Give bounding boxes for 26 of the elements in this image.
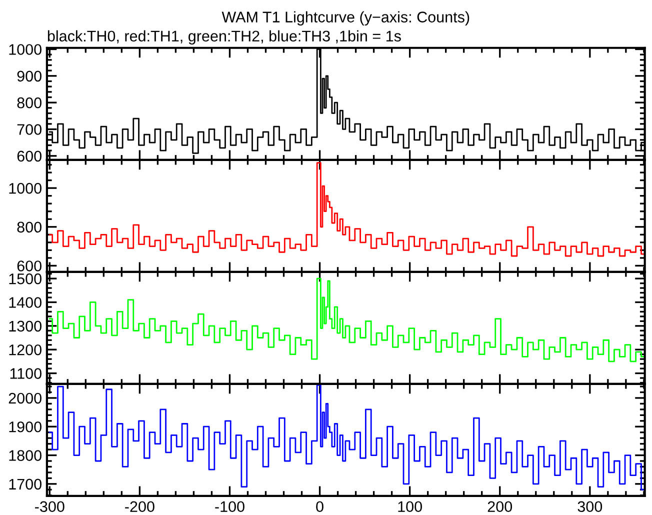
x-tick-label: 100 bbox=[398, 501, 422, 512]
chart-title: WAM T1 Lightcurve (y−axis: Counts) bbox=[222, 11, 470, 26]
x-tick-label: -200 bbox=[125, 501, 154, 512]
y-tick-label: 600 bbox=[17, 260, 42, 272]
y-tick-label: 1900 bbox=[9, 421, 42, 432]
y-tick-label: 1800 bbox=[9, 450, 42, 461]
y-tick-label: 1500 bbox=[9, 273, 42, 284]
y-tick-label: 800 bbox=[17, 97, 42, 108]
x-tick-label: -100 bbox=[215, 501, 244, 512]
x-tick-label: -300 bbox=[35, 501, 64, 512]
y-tick-label: 1000 bbox=[9, 44, 42, 55]
y-tick-label: 900 bbox=[17, 70, 42, 82]
x-tick-label: 300 bbox=[578, 501, 602, 512]
x-tick-label: 0 bbox=[316, 501, 324, 512]
x-tick-label: 200 bbox=[488, 501, 512, 512]
y-tick-label: 600 bbox=[17, 150, 42, 162]
y-tick-label: 1300 bbox=[9, 320, 42, 332]
y-tick-label: 1100 bbox=[10, 368, 42, 379]
y-tick-label: 700 bbox=[17, 124, 42, 135]
y-tick-label: 2000 bbox=[8, 392, 42, 404]
y-tick-label: 1200 bbox=[9, 344, 42, 356]
y-tick-label: 1000 bbox=[9, 182, 42, 194]
y-tick-label: 1400 bbox=[9, 297, 42, 308]
y-tick-label: 800 bbox=[17, 222, 42, 233]
chart-subtitle: black:TH0, red:TH1, green:TH2, blue:TH3 ,1bin = 1s bbox=[48, 30, 401, 45]
y-tick-label: 1700 bbox=[9, 478, 42, 490]
